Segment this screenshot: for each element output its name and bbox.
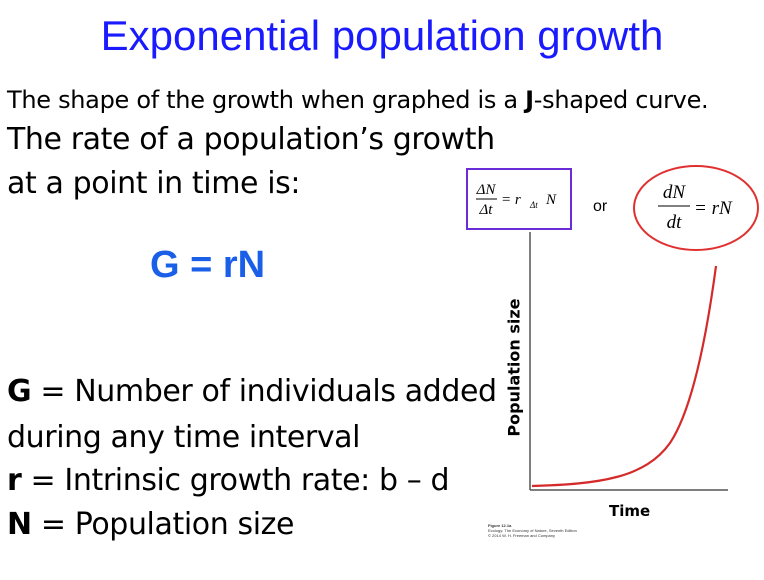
definition-term: N (7, 507, 32, 542)
growth-equation: G = rN (150, 244, 266, 286)
rate-line-2: at a point in time is: (7, 166, 301, 201)
intro-text: The shape of the growth when graphed is … (7, 86, 709, 114)
definition-text: = Intrinsic growth rate: b – d (21, 463, 450, 498)
definition-term: G (7, 374, 32, 409)
caption-line: Ecology: The Economy of Nature, Seventh … (488, 528, 577, 533)
caption-line: © 2014 W. H. Freeman and Company (488, 533, 555, 538)
formula-end: N (545, 192, 557, 208)
formula-subscript: Δt (529, 200, 538, 210)
x-axis-label: Time (609, 502, 651, 520)
definition-n: N = Population size (7, 507, 294, 542)
discrete-formula: ΔN Δt = r Δt N (476, 182, 557, 218)
continuous-formula: dN dt = rN (633, 165, 759, 251)
definition-text: = Number of individuals added (31, 374, 497, 409)
formula-rhs: = r (501, 192, 521, 208)
red-circle (633, 165, 759, 251)
discrete-formula-box: ΔN Δt = r Δt N (466, 168, 572, 230)
intro-text-end: -shaped curve. (533, 86, 709, 114)
formula-numerator: ΔN (476, 182, 497, 198)
definition-r: r = Intrinsic growth rate: b – d (7, 463, 450, 498)
y-axis-label: Population size (504, 298, 524, 437)
or-label: or (593, 198, 608, 215)
definition-text: during any time interval (7, 420, 361, 455)
definition-text: = Population size (31, 507, 295, 542)
j-curve-graph (529, 232, 728, 491)
formula-denominator: Δt (479, 202, 494, 218)
definition-term: r (7, 463, 22, 498)
definition-g: G = Number of individuals added (7, 374, 497, 409)
continuous-rhs: = rN (694, 198, 733, 219)
continuous-denominator: dt (667, 212, 683, 233)
slide-title: Exponential population growth (100, 12, 664, 59)
continuous-numerator: dN (663, 182, 687, 203)
figure-caption: Figure 12.1a Ecology: The Economy of Nat… (488, 523, 577, 538)
caption-line: Figure 12.1a (488, 523, 512, 528)
intro-bold-letter: J (525, 86, 534, 114)
intro-text-part: The shape of the growth when graphed is … (7, 86, 526, 114)
definition-g-cont: during any time interval (7, 420, 361, 455)
rate-line-1: The rate of a population’s growth (7, 122, 495, 157)
exponential-curve (531, 265, 718, 488)
